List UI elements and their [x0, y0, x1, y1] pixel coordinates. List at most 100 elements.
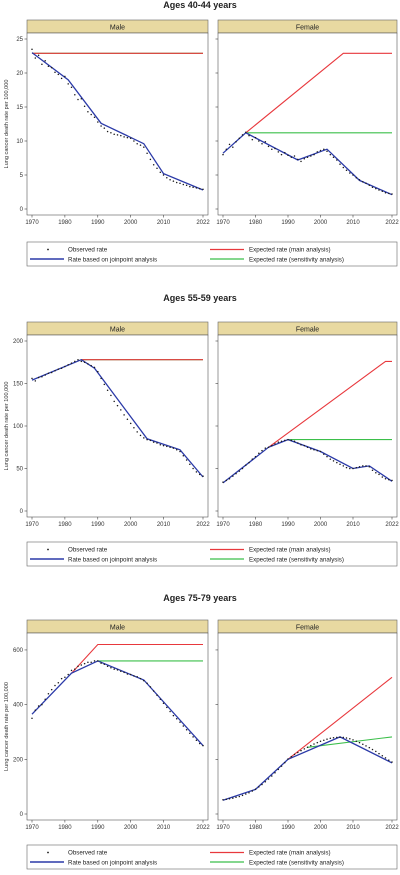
y-tick-label: 0	[20, 812, 24, 818]
observed-point	[271, 775, 273, 777]
observed-point	[300, 160, 302, 163]
observed-point	[232, 146, 234, 148]
observed-point	[238, 795, 241, 798]
y-axis-label: Lung cancer death rate per 100,000	[4, 682, 10, 771]
y-tick-label: 400	[13, 703, 24, 709]
observed-point	[100, 125, 102, 127]
chart-group-1: Ages 40-44 years Lung cancer death rate p…	[4, 0, 399, 267]
x-tick-label: 2010	[157, 220, 171, 226]
plot-frame	[26, 632, 209, 821]
legend-frame	[26, 844, 398, 870]
panel-female: Female 1970 1980 1990 2000 2010 2022	[215, 619, 399, 831]
observed-point	[336, 736, 338, 739]
observed-point	[319, 450, 322, 453]
observed-point	[195, 739, 198, 741]
observed-point	[391, 761, 393, 763]
observed-point	[116, 669, 119, 671]
observed-point	[185, 184, 188, 186]
observed-point	[254, 788, 257, 790]
observed-point	[54, 370, 56, 372]
observed-point	[83, 662, 86, 665]
observed-point	[248, 134, 250, 137]
observed-point	[251, 138, 254, 141]
x-tick-label: 1970	[25, 522, 39, 528]
series-joinpoint	[31, 358, 204, 478]
x-tick-label: 1980	[58, 522, 72, 528]
observed-point	[143, 146, 145, 148]
observed-point	[67, 364, 69, 366]
observed-point	[342, 166, 345, 169]
observed-point	[50, 371, 53, 374]
series-expected-main	[71, 643, 203, 674]
plot-frame	[26, 334, 209, 518]
y-tick-label: 150	[13, 382, 24, 388]
legend-expected-sensitivity-label: Expected rate (sensitivity analysis)	[249, 860, 344, 867]
series-expected-main	[287, 676, 393, 760]
observed-point	[358, 179, 361, 181]
x-tick-label: 1990	[281, 220, 295, 226]
observed-point	[293, 155, 296, 157]
observed-point	[349, 172, 351, 174]
observed-point	[332, 460, 335, 462]
observed-point	[332, 736, 335, 739]
observed-point	[41, 375, 43, 378]
observed-point	[74, 360, 76, 363]
observed-point	[175, 718, 178, 720]
observed-point	[284, 761, 286, 764]
observed-point	[47, 692, 50, 695]
observed-point	[192, 467, 194, 470]
observed-point	[166, 706, 168, 709]
y-tick-label: 200	[13, 339, 24, 345]
x-tick-label: 1970	[216, 220, 230, 226]
observed-point	[182, 455, 185, 457]
observed-point	[60, 677, 63, 680]
observed-point	[80, 664, 83, 666]
observed-point	[136, 675, 138, 678]
observed-point	[103, 127, 106, 129]
observed-point	[47, 372, 50, 375]
x-tick-label: 1990	[91, 825, 105, 831]
observed-point	[198, 742, 201, 745]
observed-point	[179, 450, 181, 453]
observed-point	[202, 188, 204, 191]
observed-point	[169, 179, 171, 181]
legend-observed-marker	[47, 851, 49, 854]
legend: Observed rate Rate based on joinpoint ana…	[26, 241, 398, 267]
x-tick-label: 1990	[91, 522, 105, 528]
observed-point	[384, 757, 387, 759]
observed-point	[192, 186, 194, 188]
y-axis-label: Lung cancer death rate per 100,000	[4, 382, 10, 471]
observed-point	[67, 83, 69, 85]
observed-point	[64, 676, 66, 679]
observed-point	[287, 438, 289, 441]
observed-point	[143, 679, 145, 682]
observed-point	[87, 661, 89, 663]
legend-observed-label: Observed rate	[68, 850, 108, 857]
x-tick-label: 2010	[157, 825, 171, 831]
x-tick-label: 2022	[196, 522, 210, 528]
x-tick-label: 2022	[385, 825, 399, 831]
observed-point	[189, 732, 191, 735]
observed-point	[87, 363, 89, 365]
observed-point	[139, 434, 142, 437]
legend-observed-marker	[47, 248, 49, 251]
y-tick-label: 5	[20, 173, 24, 179]
observed-point	[290, 755, 293, 758]
observed-point	[267, 778, 270, 780]
observed-point	[64, 75, 66, 78]
observed-point	[274, 443, 276, 445]
series-expected-main	[245, 52, 392, 134]
x-tick-label: 2022	[196, 220, 210, 226]
x-tick-label: 1980	[249, 825, 263, 831]
plot-frame	[26, 32, 209, 216]
x-tick-label: 2000	[314, 522, 328, 528]
observed-point	[156, 694, 158, 696]
x-tick-label: 1990	[281, 522, 295, 528]
legend-joinpoint-label: Rate based on joinpoint analysis	[68, 257, 157, 264]
x-tick-label: 2000	[124, 522, 138, 528]
observed-point	[44, 698, 46, 700]
observed-point	[235, 140, 237, 143]
y-tick-label: 50	[16, 467, 23, 473]
observed-point	[297, 442, 299, 444]
observed-point	[106, 665, 109, 668]
